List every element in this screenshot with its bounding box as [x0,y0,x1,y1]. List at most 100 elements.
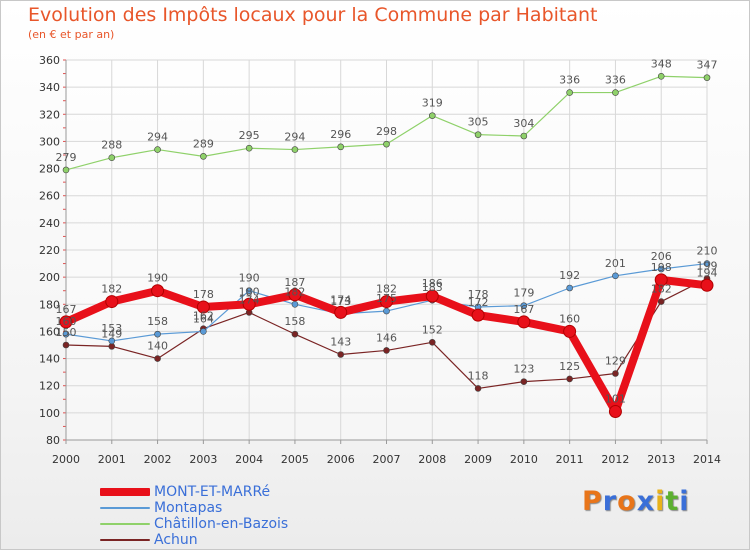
data-label-montapas-2006: 173 [330,295,351,308]
point-achun-2009 [474,385,482,392]
point-achun-2005 [291,330,299,338]
legend-swatch-mont-et-marre [100,488,150,496]
legend-label-montapas: Montapas [154,500,223,516]
point-mont-et-marr-2014 [700,278,714,292]
x-tick-label-2012: 2012 [601,453,629,466]
point-mont-et-marr-2003 [196,300,210,314]
point-mont-et-marr-2002 [151,284,165,298]
data-label-achun-2013: 182 [651,283,672,296]
point-montapas-2005 [291,300,299,308]
data-label-mont-et-marr-2014: 194 [697,266,718,279]
x-tick-label-2011: 2011 [556,453,584,466]
data-label-achun-2001: 149 [101,327,122,340]
legend-label-chatillon-en-bazois: Châtillon-en-Bazois [154,516,289,532]
point-montapas-2013 [657,265,665,273]
x-tick-label-2009: 2009 [464,453,492,466]
point-achun-2006 [337,351,345,358]
legend-item-montapas: Montapas [100,500,360,516]
point-mont-et-marr-2005 [288,288,302,302]
y-tick-label-260: 260 [39,190,60,203]
data-label-ch-tillon-en-bazois-2006: 296 [330,128,351,141]
data-label-achun-2004: 174 [239,293,260,306]
data-label-achun-2009: 118 [468,369,489,382]
data-label-ch-tillon-en-bazois-2003: 289 [193,137,214,150]
point-montapas-2007 [383,307,390,315]
point-montapas-2003 [200,328,207,335]
data-label-ch-tillon-en-bazois-2002: 294 [147,131,168,144]
data-label-montapas-2012: 201 [605,257,626,270]
point-achun-2000 [62,341,70,349]
point-mont-et-marr-2008 [425,289,439,303]
point-ch-tillon-en-bazois-2011 [566,89,573,96]
data-label-mont-et-marr-2002: 190 [147,272,168,285]
data-label-mont-et-marr-2004: 180 [239,285,260,298]
point-achun-2012 [612,370,619,377]
series-layer [59,72,714,418]
data-label-ch-tillon-en-bazois-2010: 304 [513,117,534,130]
point-montapas-2000 [62,330,70,338]
data-label-montapas-2011: 192 [559,269,580,282]
proxiti-logo: Proxiti [582,486,690,517]
point-montapas-2004 [245,287,253,295]
chart-title: Evolution des Impôts locaux pour la Comm… [28,4,598,26]
data-label-montapas-2010: 179 [513,287,534,300]
y-tick-label-300: 300 [39,135,60,148]
legend: MONT-ET-MARRé Montapas Châtillon-en-Bazo… [100,484,360,548]
data-label-montapas-2014: 210 [697,245,718,258]
x-tick-label-2001: 2001 [98,453,126,466]
point-mont-et-marr-2000 [59,315,73,329]
x-tick-label-2002: 2002 [144,453,172,466]
point-achun-2001 [108,343,116,350]
point-montapas-2011 [566,284,573,292]
y-tick-label-100: 100 [39,407,60,420]
legend-swatch-montapas [100,507,150,509]
data-label-ch-tillon-en-bazois-2004: 295 [239,129,260,142]
point-montapas-2002 [154,330,161,338]
point-ch-tillon-en-bazois-2004 [245,144,253,152]
y-tick-label-340: 340 [39,81,60,94]
point-mont-et-marr-2006 [334,305,348,319]
point-ch-tillon-en-bazois-2014 [703,74,711,81]
grid-layer [65,59,708,441]
x-tick-label-2008: 2008 [418,453,446,466]
data-label-montapas-2005: 182 [284,285,305,298]
chart-subtitle: (en € et par an) [28,28,115,41]
data-label-achun-2000: 150 [56,326,77,339]
data-label-mont-et-marr-2000: 167 [56,303,77,316]
point-achun-2007 [383,347,390,354]
point-ch-tillon-en-bazois-2006 [337,143,345,151]
legend-item-mont-et-marre: MONT-ET-MARRé [100,484,360,500]
x-tick-label-2010: 2010 [510,453,538,466]
point-achun-2013 [657,298,665,305]
data-label-mont-et-marr-2007: 182 [376,283,397,296]
point-mont-et-marr-2011 [563,324,577,338]
point-mont-et-marr-2004 [242,297,256,311]
data-label-achun-2010: 123 [513,363,534,376]
y-tick-label-200: 200 [39,271,60,284]
data-label-montapas-2001: 153 [101,322,122,335]
point-montapas-2001 [108,337,116,345]
data-label-ch-tillon-en-bazois-2008: 319 [422,97,443,110]
data-label-mont-et-marr-2005: 187 [284,276,305,289]
point-achun-2002 [154,355,161,362]
y-tick-label-180: 180 [39,298,60,311]
y-tick-label-360: 360 [39,54,60,67]
logo-letter: o [617,486,637,517]
point-mont-et-marr-2012 [608,405,622,418]
legend-swatch-chatillon-en-bazois [100,523,150,525]
x-tick-label-2014: 2014 [693,453,721,466]
legend-label-achun: Achun [154,532,198,548]
legend-item-chatillon-en-bazois: Châtillon-en-Bazois [100,516,360,532]
y-tick-label-120: 120 [39,380,60,393]
point-mont-et-marr-2007 [380,295,393,309]
y-tick-label-80: 80 [46,434,60,447]
x-tick-label-2005: 2005 [281,453,309,466]
point-ch-tillon-en-bazois-2012 [612,89,619,96]
data-label-montapas-2003: 164 [193,312,214,325]
point-montapas-2014 [703,260,711,267]
y-tick-label-160: 160 [39,325,60,338]
data-label-montapas-2007: 175 [376,292,397,305]
data-label-achun-2008: 152 [422,323,443,336]
data-label-mont-et-marr-2009: 172 [468,296,489,309]
point-ch-tillon-en-bazois-2003 [200,153,207,160]
